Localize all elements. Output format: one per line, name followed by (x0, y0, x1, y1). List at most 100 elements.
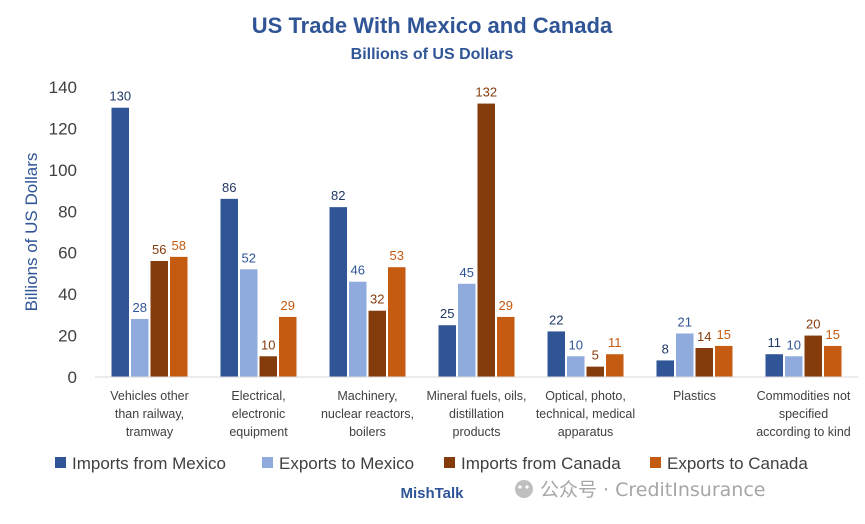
bar (715, 345, 733, 377)
bar (676, 333, 694, 377)
y-tick-label: 80 (58, 202, 77, 221)
category-label: Vehicles other than railway, tramway (110, 389, 189, 439)
y-axis-label: Billions of US Dollars (22, 153, 41, 312)
bar (477, 103, 495, 378)
category-labels: Vehicles other than railway, tramway Electr… (110, 389, 851, 439)
data-label: 53 (390, 248, 404, 263)
bar (567, 356, 585, 377)
bar (656, 360, 674, 377)
data-label: 10 (261, 337, 275, 352)
bar (220, 198, 238, 377)
bar (547, 331, 565, 377)
category-label: Commodities not specified according to kin… (756, 389, 851, 439)
category-label-line: than railway, (115, 407, 184, 421)
category-label-line: electronic (232, 407, 286, 421)
bar (785, 356, 803, 377)
category-label: Optical, photo, technical, medical apparat… (536, 389, 635, 439)
category-label-line: apparatus (558, 425, 614, 439)
y-tick-label: 100 (49, 161, 77, 180)
legend-swatch (262, 457, 273, 468)
data-label: 52 (242, 250, 256, 265)
bar (804, 335, 822, 377)
data-label: 45 (460, 265, 474, 280)
chart-subtitle: Billions of US Dollars (351, 46, 514, 63)
bar-marks (111, 103, 842, 378)
data-label: 56 (152, 242, 166, 257)
y-tick-label: 140 (49, 78, 77, 97)
bar (765, 354, 783, 377)
data-label: 5 (592, 348, 599, 363)
bar (279, 316, 297, 377)
data-label: 21 (678, 315, 692, 330)
category-label: Machinery, nuclear reactors, boilers (321, 389, 414, 439)
legend-label: Imports from Mexico (72, 454, 226, 473)
chart-title: US Trade With Mexico and Canada (252, 13, 613, 38)
legend-swatch (444, 457, 455, 468)
data-label: 46 (351, 263, 365, 278)
legend-label: Exports to Canada (667, 454, 808, 473)
bar (240, 269, 258, 377)
bar (438, 325, 456, 377)
data-label: 11 (768, 335, 782, 350)
data-label: 32 (370, 292, 384, 307)
watermark: 公众号 · CreditInsurance (515, 479, 765, 501)
data-label: 15 (717, 327, 731, 342)
footer-brand: MishTalk (400, 485, 464, 502)
category-label-line: according to kind (756, 425, 851, 439)
bar (606, 354, 624, 377)
legend-swatch (55, 457, 66, 468)
data-label: 132 (475, 85, 497, 100)
bar (695, 348, 713, 377)
bar (497, 316, 515, 377)
bar (458, 283, 476, 377)
data-label: 29 (499, 298, 513, 313)
bar (388, 267, 406, 377)
data-label: 29 (281, 298, 295, 313)
bar (150, 261, 168, 377)
category-label-line: Mineral fuels, oils, (426, 389, 526, 403)
data-label: 58 (172, 238, 186, 253)
category-label-line: Plastics (673, 389, 716, 403)
category-label: Mineral fuels, oils, distillation products (426, 389, 526, 439)
bar (586, 366, 604, 377)
data-label: 11 (608, 335, 622, 350)
legend-swatch (650, 457, 661, 468)
y-tick-label: 120 (49, 119, 77, 138)
legend-label: Exports to Mexico (279, 454, 414, 473)
category-label-line: Commodities not (757, 389, 851, 403)
data-label: 10 (787, 337, 801, 352)
category-label: Electrical, electronic equipment (229, 389, 288, 439)
category-label-line: Machinery, (337, 389, 397, 403)
bar (111, 107, 129, 377)
data-label: 130 (109, 89, 131, 104)
wechat-icon-eye-right (525, 485, 529, 489)
data-label: 22 (549, 312, 563, 327)
y-tick-label: 0 (68, 368, 77, 387)
data-label: 82 (331, 188, 345, 203)
bar (368, 310, 386, 377)
bar (170, 256, 188, 377)
category-label-line: technical, medical (536, 407, 635, 421)
bar (329, 207, 347, 377)
data-label: 25 (440, 306, 454, 321)
category-label-line: nuclear reactors, (321, 407, 414, 421)
category-label: Plastics (673, 389, 716, 403)
wechat-icon-eye-left (518, 485, 522, 489)
legend: Imports from Mexico Exports to Mexico Impo… (55, 454, 808, 473)
category-label-line: distillation (449, 407, 504, 421)
category-label-line: Electrical, (231, 389, 285, 403)
wechat-icon (515, 480, 533, 498)
category-label-line: products (453, 425, 501, 439)
bar (349, 281, 367, 377)
data-label: 20 (806, 317, 820, 332)
data-label: 14 (697, 329, 711, 344)
data-label: 28 (133, 300, 147, 315)
category-label-line: tramway (126, 425, 174, 439)
y-axis-ticks: 0 20 40 60 80 100 120 140 (49, 78, 77, 387)
category-label-line: Vehicles other (110, 389, 189, 403)
category-label-line: Optical, photo, (545, 389, 626, 403)
data-label: 86 (222, 180, 236, 195)
bar (259, 356, 277, 377)
